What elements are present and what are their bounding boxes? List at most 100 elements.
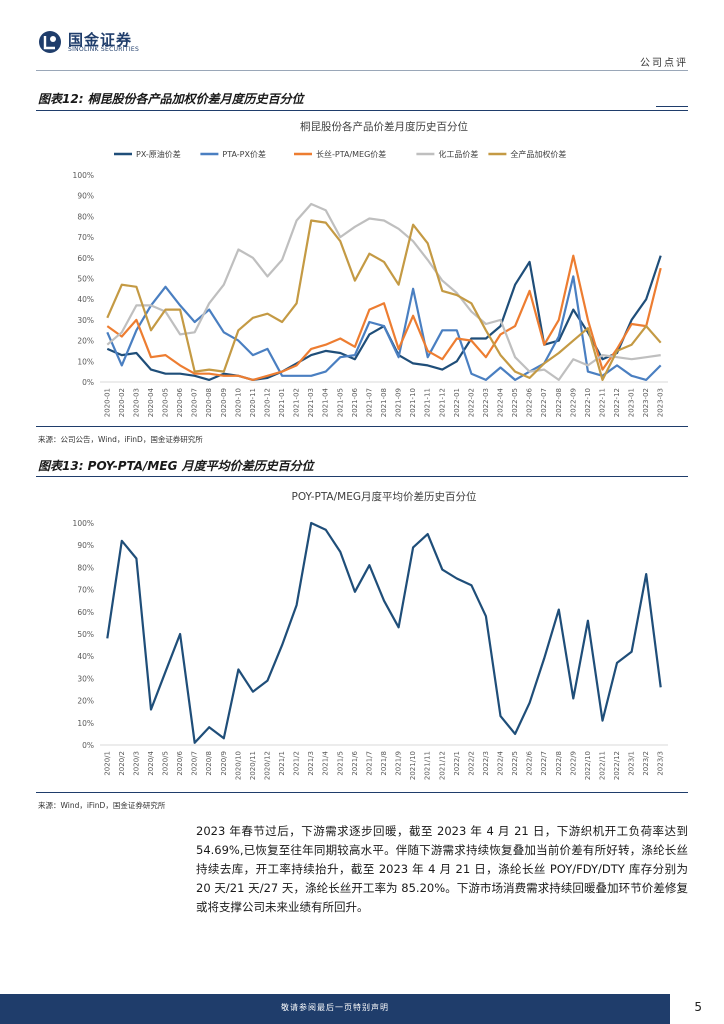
y-tick-label: 50% (77, 275, 94, 284)
x-tick-label: 2022/2 (467, 751, 475, 776)
x-tick-label: 2020/4 (147, 750, 155, 775)
x-tick-label: 2020/6 (176, 750, 184, 775)
x-tick-label: 2022/6 (526, 750, 534, 775)
x-tick-label: 2021-06 (351, 387, 359, 417)
x-tick-label: 2021-07 (365, 388, 373, 417)
x-tick-label: 2020-06 (176, 387, 184, 417)
y-tick-label: 90% (77, 541, 94, 550)
x-tick-label: 2022-08 (555, 388, 563, 417)
x-tick-label: 2022-11 (598, 388, 606, 417)
x-tick-label: 2021-03 (307, 388, 315, 417)
body-paragraph: 2023 年春节过后，下游需求逐步回暖，截至 2023 年 4 月 21 日，下… (196, 824, 688, 914)
x-tick-label: 2021-11 (424, 388, 432, 417)
x-tick-label: 2022/12 (613, 751, 621, 780)
x-tick-label: 2023-03 (657, 388, 665, 417)
y-tick-label: 60% (77, 608, 94, 617)
figure12-bottom-rule (36, 426, 688, 427)
y-tick-label: 40% (77, 295, 94, 304)
y-tick-label: 100% (73, 519, 94, 528)
x-tick-label: 2023/3 (657, 751, 665, 776)
x-tick-label: 2021-10 (409, 388, 417, 417)
y-tick-label: 50% (77, 630, 94, 639)
y-tick-label: 20% (77, 337, 94, 346)
x-tick-label: 2022/7 (540, 751, 548, 776)
x-tick-label: 2023-01 (628, 388, 636, 417)
x-tick-label: 2022/10 (584, 751, 592, 780)
x-tick-label: 2020-12 (263, 388, 271, 417)
x-tick-label: 2020-05 (162, 388, 170, 417)
x-tick-label: 2021-04 (322, 387, 330, 417)
x-tick-label: 2021/4 (322, 750, 330, 775)
y-tick-label: 10% (77, 357, 94, 366)
y-tick-label: 100% (73, 171, 94, 180)
x-tick-label: 2020/10 (234, 751, 242, 780)
logo-chinese-name: 国金证券 (68, 31, 133, 49)
series-line-0 (106, 521, 662, 744)
x-tick-label: 2022/5 (511, 751, 519, 776)
x-tick-label: 2020/3 (132, 751, 140, 776)
x-tick-label: 2021/9 (395, 751, 403, 776)
y-tick-label: 70% (77, 586, 94, 595)
x-tick-label: 2022-04 (497, 387, 505, 417)
x-tick-label: 2022-05 (511, 388, 519, 417)
series-line-1 (106, 275, 662, 381)
y-tick-label: 40% (77, 652, 94, 661)
x-tick-label: 2021/11 (424, 751, 432, 780)
x-tick-label: 2020/9 (220, 751, 228, 776)
x-tick-label: 2020/7 (191, 751, 199, 776)
x-tick-label: 2022-01 (453, 388, 461, 417)
x-tick-label: 2021-01 (278, 388, 286, 417)
series-line-3 (106, 202, 661, 381)
figure12-source: 来源：公司公告，Wind，iFinD，国金证券研究所 (38, 435, 203, 444)
figure12-accent-line (656, 106, 688, 107)
x-tick-label: 2022-10 (584, 388, 592, 417)
header-divider (36, 70, 688, 71)
x-tick-label: 2022-06 (526, 387, 534, 417)
x-tick-label: 2022/8 (555, 751, 563, 776)
x-tick-label: 2020-03 (132, 388, 140, 417)
x-tick-label: 2021-05 (336, 388, 344, 417)
legend-label-0: PX-原油价差 (136, 149, 181, 159)
chart-title: 桐昆股份各产品价差月度历史百分位 (300, 120, 468, 133)
y-tick-label: 10% (77, 719, 94, 728)
legend-label-2: 长丝-PTA/MEG价差 (316, 149, 386, 159)
y-tick-label: 80% (77, 212, 94, 221)
y-tick-label: 60% (77, 254, 94, 263)
x-tick-label: 2021/8 (380, 751, 388, 776)
x-tick-label: 2022/11 (598, 751, 606, 780)
chart-title: POY-PTA/MEG月度平均价差历史百分位 (292, 490, 477, 503)
figure13-bottom-rule (36, 792, 688, 793)
x-tick-label: 2021/1 (278, 751, 286, 776)
series-line-2 (106, 254, 662, 381)
figure13-chart: POY-PTA/MEG月度平均价差历史百分位 0% 10% 20% 30% 40% 50% 6… (73, 490, 668, 780)
y-tick-label: 70% (77, 233, 94, 242)
x-tick-label: 2022-07 (540, 388, 548, 417)
figure13-caption: 图表13: POY-PTA/MEG 月度平均价差历史百分位 (38, 459, 314, 473)
x-tick-label: 2022-12 (613, 388, 621, 417)
x-tick-label: 2023/2 (642, 751, 650, 776)
report-type-label: 公司点评 (640, 58, 688, 69)
company-logo-icon (39, 31, 61, 53)
x-tick-label: 2022/1 (453, 751, 461, 776)
x-tick-label: 2021-09 (395, 388, 403, 417)
x-tick-label: 2020-02 (118, 388, 126, 417)
x-tick-label: 2020-08 (205, 388, 213, 417)
x-tick-label: 2021/2 (293, 751, 301, 776)
y-tick-label: 30% (77, 674, 94, 683)
figure13-source: 来源：Wind，iFinD，国金证券研究所 (38, 801, 166, 810)
x-tick-label: 2022-09 (569, 388, 577, 417)
legend-label-3: 化工品价差 (438, 149, 478, 159)
x-tick-label: 2020/11 (249, 751, 257, 780)
legend-label-4: 全产品加权价差 (510, 149, 566, 159)
x-tick-label: 2020-07 (191, 388, 199, 417)
y-tick-label: 20% (77, 697, 94, 706)
x-tick-label: 2023/1 (628, 751, 636, 776)
x-tick-label: 2020-09 (220, 388, 228, 417)
page-number: 5 (694, 1000, 702, 1014)
x-tick-label: 2020/2 (118, 751, 126, 776)
series-line-4 (106, 219, 662, 381)
x-tick-label: 2022-03 (482, 388, 490, 417)
x-tick-label: 2022/9 (569, 751, 577, 776)
x-tick-label: 2023-02 (642, 388, 650, 417)
figure12-chart: 桐昆股份各产品价差月度历史百分位 PX-原油价差 PTA-PX价差 长丝-PTA/ME… (73, 120, 668, 417)
